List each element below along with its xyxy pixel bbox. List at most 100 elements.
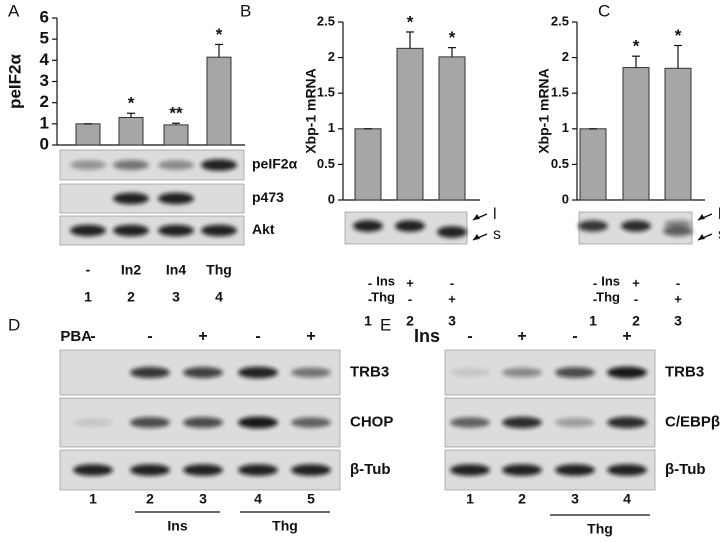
lane-number: 1 (364, 313, 372, 329)
bar (579, 128, 607, 201)
lane-number: 1 (466, 491, 474, 507)
blot-band (73, 464, 113, 476)
lane-number: 2 (146, 491, 154, 507)
blot-band (183, 367, 223, 378)
lane-number: 5 (307, 491, 315, 507)
blot-band (73, 418, 113, 427)
blot-band (353, 220, 383, 232)
lane-number: 3 (199, 491, 207, 507)
band-label: s (718, 226, 720, 243)
lane-number: 4 (215, 289, 223, 305)
blot-band (291, 417, 331, 428)
band-label: l (493, 206, 497, 223)
lane-number: 2 (127, 289, 135, 305)
blot-band (130, 464, 170, 476)
panel-label: B (240, 1, 251, 20)
y-tick-label: 5 (40, 29, 49, 48)
condition-label: Thg (371, 289, 395, 304)
y-tick-label: 2 (40, 92, 49, 111)
condition-label: Ins (376, 273, 395, 288)
group-label: Thg (587, 521, 613, 537)
blot-label: TRB3 (350, 363, 389, 380)
blot-strip (59, 183, 245, 214)
significance-mark: * (216, 25, 223, 44)
blot-label: peIF2α (252, 156, 298, 172)
condition-sign: - (450, 275, 454, 290)
y-tick-label: 0 (328, 191, 335, 206)
condition-sign: + (632, 275, 640, 290)
condition-sign: + (406, 275, 414, 290)
condition-label: Ins (601, 273, 620, 288)
blot-label: Akt (252, 221, 275, 237)
condition-sign: + (448, 291, 456, 306)
blot-band (607, 464, 647, 476)
condition-sign: - (408, 291, 412, 306)
blot-band (201, 224, 237, 237)
treatment-sign: + (517, 328, 526, 345)
y-tick-label: 2.5 (551, 13, 569, 28)
lane-number: 1 (589, 313, 597, 329)
treatment-sign: + (622, 328, 631, 345)
blot-band (450, 417, 490, 428)
blot-band (607, 366, 647, 379)
treatment-sign: - (147, 328, 152, 345)
blot-band (555, 367, 595, 378)
blot-band (437, 226, 467, 238)
panel-label: C (598, 1, 610, 20)
blot-band (183, 417, 223, 428)
bar (163, 124, 189, 146)
blot-band (130, 366, 170, 379)
treatment-sign: - (255, 328, 260, 345)
y-tick-label: 1 (40, 113, 49, 132)
y-tick-label: 6 (40, 7, 49, 26)
lane-treatment: Thg (206, 262, 232, 278)
blot-band (158, 192, 194, 205)
band-arrowhead (473, 214, 480, 220)
band-label: s (493, 226, 501, 243)
bar (664, 67, 692, 201)
blot-band (70, 224, 106, 237)
y-tick-label: 0 (562, 191, 569, 206)
lane-number: 1 (89, 491, 97, 507)
group-label: Thg (272, 518, 298, 534)
lane-number: 4 (254, 491, 262, 507)
condition-sign: - (368, 275, 372, 290)
treatment-sign: + (306, 328, 315, 345)
y-tick-label: 0 (40, 134, 49, 153)
blot-label: C/EBPβ (665, 413, 720, 430)
treatment-sign: + (198, 328, 207, 345)
blot-band (158, 224, 194, 237)
significance-mark: * (449, 28, 456, 47)
blot-band (663, 225, 693, 237)
lane-treatment: In4 (166, 262, 186, 278)
y-tick-label: 2 (328, 49, 335, 64)
lane-treatment: - (86, 262, 91, 278)
band-arrowhead (473, 234, 480, 240)
blot-band (502, 367, 542, 378)
lane-number: 3 (172, 289, 180, 305)
blot-band (130, 417, 170, 428)
blot-band (201, 159, 237, 171)
significance-mark: * (675, 26, 682, 45)
lane-number: 1 (84, 289, 92, 305)
blot-band (70, 160, 106, 170)
treatment-sign: - (572, 328, 577, 345)
group-label: Ins (167, 518, 187, 534)
treatment-sign: - (467, 328, 472, 345)
y-tick-label: 3 (40, 71, 49, 90)
lane-number: 3 (448, 313, 456, 329)
y-tick-label: 0.5 (551, 156, 569, 171)
blot-band (607, 416, 647, 429)
y-tick-label: 1.5 (551, 85, 569, 100)
lane-number: 4 (623, 491, 631, 507)
blot-band (238, 464, 278, 476)
blot-band (183, 464, 223, 476)
y-axis-label: Xbp-1 mRNA (536, 68, 552, 154)
bar (396, 47, 424, 201)
significance-mark: * (633, 37, 640, 56)
significance-mark: * (407, 12, 414, 31)
blot-band (291, 464, 331, 476)
blot-band (395, 220, 425, 232)
condition-sign: - (634, 291, 638, 306)
blot-band (113, 192, 149, 205)
